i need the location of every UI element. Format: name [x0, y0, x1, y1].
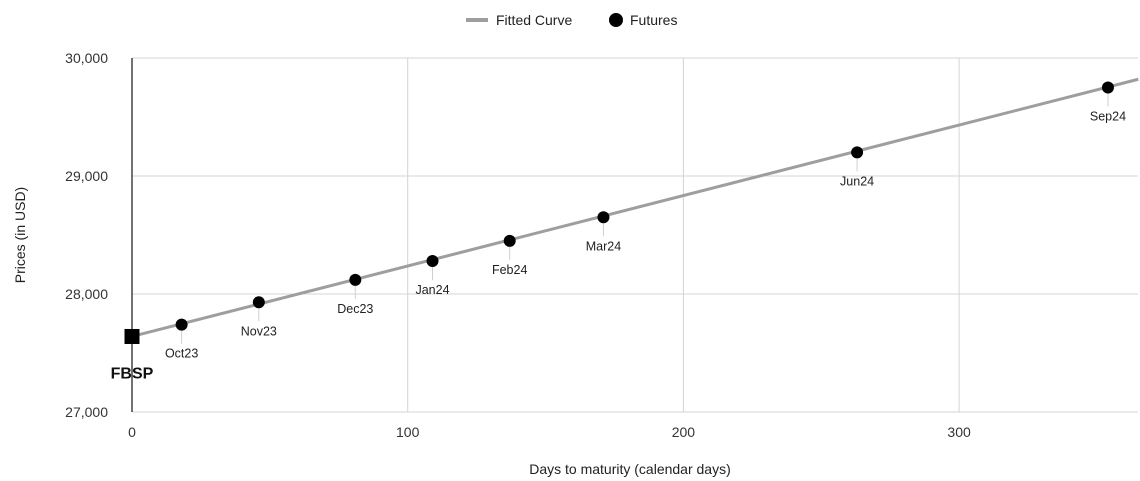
y-axis-title: Prices (in USD) — [12, 187, 28, 283]
x-tick-label: 0 — [128, 424, 136, 440]
futures-points: Oct23 Nov23 Dec23 Jan24 Feb24 Mar24 Jun24 Sep24 — [165, 81, 1126, 361]
futures-point[interactable] — [503, 234, 516, 247]
futures-point[interactable] — [1101, 81, 1114, 94]
futures-point-label: Nov23 — [241, 324, 277, 338]
futures-point[interactable] — [851, 146, 864, 159]
legend-futures-label: Futures — [630, 12, 677, 28]
fitted-curve — [131, 77, 1139, 338]
futures-point-label: Jun24 — [840, 174, 874, 188]
futures-point-label: Oct23 — [165, 347, 198, 361]
futures-point[interactable] — [597, 211, 610, 224]
y-tick-label: 29,000 — [65, 168, 108, 184]
futures-point[interactable] — [175, 318, 188, 331]
spot-marker-group: FBSP — [111, 328, 154, 382]
spot-marker[interactable] — [124, 328, 140, 344]
x-axis-title: Days to maturity (calendar days) — [529, 461, 731, 477]
futures-point-label: Feb24 — [492, 263, 527, 277]
futures-point-label: Mar24 — [586, 239, 621, 253]
y-tick-label: 28,000 — [65, 286, 108, 302]
grid — [132, 57, 1138, 413]
x-tick-label: 100 — [396, 424, 420, 440]
spot-label: FBSP — [111, 365, 154, 382]
futures-point-label: Sep24 — [1090, 110, 1126, 124]
x-tick-label: 300 — [947, 424, 971, 440]
futures-point-label: Dec23 — [337, 302, 373, 316]
futures-point-label: Jan24 — [415, 283, 449, 297]
y-tick-label: 30,000 — [65, 50, 108, 66]
futures-point[interactable] — [426, 254, 439, 267]
legend-fitted-curve-label: Fitted Curve — [496, 12, 572, 28]
futures-point[interactable] — [252, 296, 265, 309]
fitted-curve-line — [131, 77, 1139, 338]
axes: 27,000 28,000 29,000 30,000 0 100 200 300 — [65, 50, 971, 440]
legend-futures-swatch — [609, 13, 623, 27]
x-tick-label: 200 — [672, 424, 696, 440]
futures-point[interactable] — [349, 273, 362, 286]
legend: Fitted Curve Futures — [466, 12, 677, 28]
y-tick-label: 27,000 — [65, 404, 108, 420]
